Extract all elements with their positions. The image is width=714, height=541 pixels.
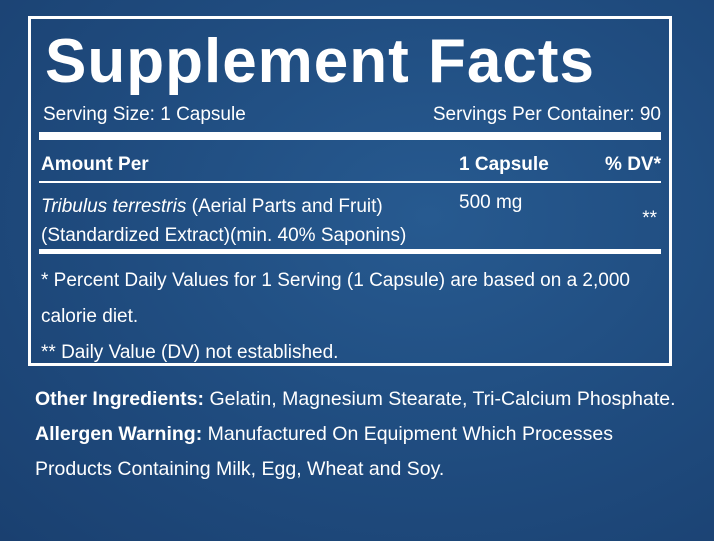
thick-rule [39,249,661,254]
other-ingredients-label: Other Ingredients: [35,388,205,410]
facts-box: Supplement Facts Serving Size: 1 Capsule… [28,16,672,366]
servings-per-container: Servings Per Container: 90 [432,104,661,125]
ingredient-detail: (Standardized Extract)(min. 40% Saponins… [41,225,407,246]
thick-rule [39,132,661,140]
title: Supplement Facts [45,27,595,96]
header-cell: % DV* [605,154,661,175]
footnote: ** Daily Value (DV) not established. [41,342,339,363]
header-cell: Amount Per [41,154,149,175]
name-detail: (Aerial Parts and Fruit) [191,196,383,217]
footnotes: * Percent Daily Values for 1 Serving (1 … [41,263,656,371]
footnote: * Percent Daily Values for 1 Serving (1 … [41,270,630,327]
extra-info: Other Ingredients: Gelatin, Magnesium St… [35,382,685,487]
other-ingredients-text: Gelatin, Magnesium Stearate, Tri-Calcium… [209,388,676,410]
header-cell: 1 Capsule [459,154,549,175]
other-ingredients: Other Ingredients: Gelatin, Magnesium St… [35,382,685,417]
latin-name: Tribulus terrestris [41,196,187,217]
allergen-label: Allergen Warning: [35,423,203,445]
amount: 500 mg [459,192,523,213]
allergen-warning: Allergen Warning: Manufactured On Equipm… [35,417,685,487]
rule [39,181,661,183]
allergen-text: Manufactured On Equipment Which Processe… [35,423,613,480]
daily-value: ** [642,208,657,229]
serving-size: Serving Size: 1 Capsule [43,104,246,125]
ingredient-name: Tribulus terrestris (Aerial Parts and Fr… [41,195,383,219]
